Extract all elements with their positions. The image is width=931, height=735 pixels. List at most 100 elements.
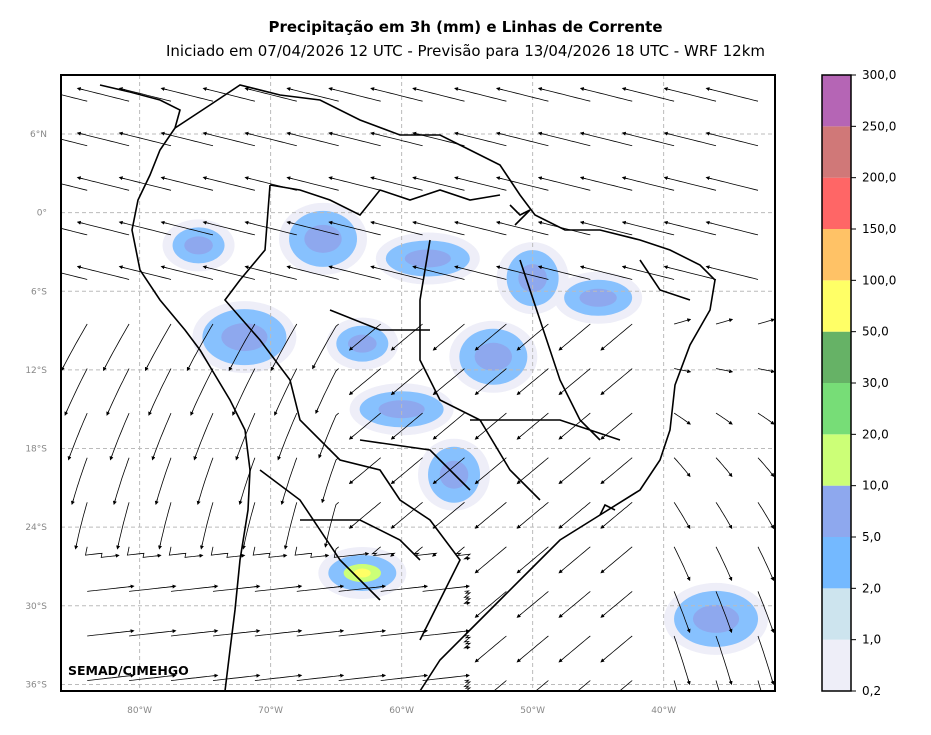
streamline-arrow — [151, 454, 156, 461]
streamline — [497, 177, 549, 191]
colorbar-segment — [822, 588, 851, 640]
streamline — [673, 457, 690, 476]
precip-core — [404, 249, 451, 268]
streamline — [315, 368, 339, 413]
streamline — [433, 368, 465, 395]
streamline-arrow — [474, 346, 480, 351]
streamline-arrow — [516, 658, 522, 663]
streamline-arrow — [558, 569, 564, 574]
lat-tick-label: 36°S — [25, 680, 47, 690]
streamline-arrow — [474, 524, 480, 529]
streamline — [288, 266, 339, 280]
streamline — [475, 368, 507, 395]
streamline-arrow — [370, 176, 377, 181]
streamline-arrow — [770, 576, 775, 582]
streamline — [78, 88, 130, 102]
streamline — [68, 412, 88, 459]
streamline-arrow — [61, 365, 65, 372]
streamline-arrow — [705, 265, 713, 270]
streamline — [162, 177, 214, 191]
streamline — [372, 132, 423, 147]
precip-core — [579, 288, 617, 307]
streamline — [103, 323, 130, 370]
streamline-arrow — [474, 613, 480, 618]
streamline-arrow — [516, 435, 522, 440]
colorbar-label: 300,0 — [862, 68, 896, 82]
streamline — [455, 266, 507, 280]
streamline — [715, 546, 732, 580]
streamline-arrow — [64, 409, 69, 416]
streamline — [623, 221, 675, 236]
streamline-arrow — [432, 435, 438, 440]
streamline — [433, 412, 465, 439]
streamline-arrow — [412, 176, 419, 181]
streamline — [601, 412, 633, 439]
streamline — [665, 132, 717, 147]
streamline — [414, 88, 465, 102]
streamline — [539, 88, 591, 102]
streamline — [246, 88, 297, 102]
precip-core — [474, 342, 513, 371]
streamline — [239, 457, 256, 504]
streamline — [517, 368, 549, 395]
streamline-arrow — [286, 87, 293, 92]
streamline-arrow — [728, 576, 733, 582]
streamline-arrow — [328, 131, 335, 136]
state-borders — [259, 239, 621, 601]
streamline-arrow — [558, 613, 564, 618]
streamline — [707, 132, 759, 147]
streamline — [601, 546, 633, 573]
streamline-arrow — [116, 543, 121, 550]
streamline — [197, 457, 214, 504]
streamline-arrow — [537, 176, 545, 181]
streamline — [194, 412, 214, 459]
streamline — [170, 675, 217, 681]
streamline — [212, 630, 259, 637]
streamline — [673, 635, 690, 684]
streamline-arrow — [412, 220, 419, 225]
streamline — [330, 177, 381, 191]
streamline — [674, 368, 690, 372]
streamline — [715, 368, 732, 372]
streamline-arrow — [155, 553, 162, 558]
streamline — [252, 546, 286, 558]
streamline-arrow — [379, 584, 387, 589]
streamline — [455, 132, 507, 147]
streamline-arrow — [112, 498, 117, 506]
streamline — [665, 221, 717, 236]
streamline-arrow — [118, 265, 126, 270]
streamline — [254, 675, 301, 681]
streamline-arrow — [663, 220, 671, 225]
streamline — [162, 266, 214, 280]
streamline — [296, 585, 343, 592]
streamline — [371, 266, 423, 280]
streamline-arrow — [196, 498, 201, 506]
streamline-arrow — [228, 365, 233, 372]
streamline-arrow — [621, 220, 629, 225]
streamline-arrow — [730, 730, 731, 735]
streamline-arrow — [170, 584, 177, 589]
streamline-arrow — [495, 131, 503, 136]
streamline-arrow — [186, 365, 191, 372]
colorbar-label: 100,0 — [862, 273, 896, 287]
streamline-arrow — [318, 452, 322, 459]
streamline-arrow — [241, 543, 246, 550]
streamline — [539, 177, 591, 191]
streamline — [294, 546, 328, 558]
streamline-arrow — [770, 627, 775, 634]
streamline-arrow — [37, 267, 42, 268]
streamline — [288, 177, 339, 191]
streamline-arrow — [128, 584, 135, 589]
streamline — [312, 323, 339, 368]
streamline — [601, 591, 633, 617]
streamline — [623, 177, 675, 191]
colorbar-segment — [822, 434, 851, 486]
streamline — [288, 132, 339, 147]
streamline — [162, 88, 214, 102]
precip-core — [378, 400, 425, 419]
streamline — [601, 323, 633, 350]
streamline-arrow — [328, 220, 335, 225]
streamline-arrow — [113, 553, 120, 558]
streamline-arrow — [281, 553, 288, 558]
streamline — [539, 132, 591, 147]
